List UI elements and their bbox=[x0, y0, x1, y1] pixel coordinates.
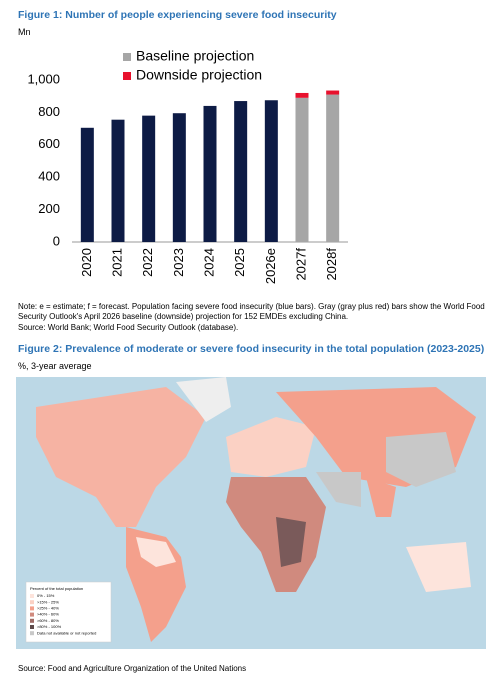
x-tick-label: 2022 bbox=[140, 248, 155, 277]
legend-label: >15% - 25% bbox=[37, 599, 59, 604]
legend-swatch bbox=[30, 594, 34, 598]
bar-segment bbox=[295, 97, 309, 242]
legend-swatch bbox=[30, 600, 34, 605]
legend-swatch bbox=[123, 72, 131, 80]
x-tick-label: 2026e bbox=[263, 248, 278, 284]
figure-source: Source: Food and Agriculture Organizatio… bbox=[18, 664, 247, 673]
legend-label: >60% - 80% bbox=[37, 618, 59, 623]
y-tick-label: 1,000 bbox=[27, 71, 60, 86]
y-tick-label: 400 bbox=[38, 169, 60, 184]
legend-label: Downside projection bbox=[136, 67, 262, 83]
legend-label: 0% - 15% bbox=[37, 593, 55, 598]
bar-segment bbox=[172, 113, 186, 243]
unit-label: Mn bbox=[18, 27, 31, 37]
land bbox=[226, 417, 316, 477]
legend-swatch bbox=[30, 631, 34, 636]
subtitle: %, 3-year average bbox=[18, 361, 92, 371]
world-map: Percent of the total population 0% - 15%… bbox=[16, 377, 486, 649]
map-legend-box bbox=[25, 581, 112, 643]
x-tick-label: 2023 bbox=[171, 248, 186, 277]
land bbox=[176, 377, 231, 422]
land bbox=[406, 542, 471, 592]
x-tick-label: 2020 bbox=[79, 248, 94, 277]
bar-segment bbox=[326, 94, 340, 242]
bar-segment bbox=[264, 100, 278, 242]
land bbox=[36, 387, 206, 527]
land bbox=[386, 432, 456, 487]
land bbox=[366, 477, 396, 517]
y-tick-label: 0 bbox=[53, 233, 60, 248]
legend-label: Baseline projection bbox=[136, 48, 254, 64]
legend-swatch bbox=[30, 606, 34, 611]
legend-swatch bbox=[30, 612, 34, 617]
x-tick-label: 2021 bbox=[109, 248, 124, 277]
bar-segment bbox=[142, 115, 156, 242]
legend-label: >25% - 40% bbox=[37, 605, 59, 610]
legend-label: Data not available or not reported bbox=[37, 630, 96, 635]
figure-source: Source: World Bank; World Food Security … bbox=[18, 323, 239, 332]
legend-swatch bbox=[123, 53, 131, 61]
bar-segment bbox=[80, 127, 94, 242]
legend-label: >80% - 100% bbox=[37, 624, 62, 629]
figure-title: Figure 2: Prevalence of moderate or seve… bbox=[18, 343, 485, 355]
y-tick-label: 200 bbox=[38, 201, 60, 216]
legend-swatch bbox=[30, 625, 34, 629]
land bbox=[276, 517, 306, 567]
map-legend-title: Percent of the total population bbox=[30, 586, 83, 591]
x-tick-label: 2028f bbox=[324, 248, 339, 281]
x-tick-label: 2027f bbox=[293, 248, 308, 281]
land bbox=[136, 537, 176, 567]
bar-segment bbox=[295, 92, 309, 98]
y-tick-label: 600 bbox=[38, 136, 60, 151]
chart: 0 200 400 600 800 1,000 2020 2021 2022 2023 2024 20… bbox=[27, 48, 348, 284]
land bbox=[316, 472, 361, 507]
legend-swatch bbox=[30, 618, 34, 623]
bar-segment bbox=[203, 105, 217, 242]
bar-segment bbox=[234, 101, 248, 242]
bar-segment bbox=[326, 90, 340, 95]
land bbox=[226, 477, 326, 592]
y-tick-label: 800 bbox=[38, 104, 60, 119]
x-tick-label: 2024 bbox=[201, 248, 216, 277]
bar-segment bbox=[111, 119, 125, 242]
legend-label: >40% - 60% bbox=[37, 612, 59, 617]
figure-title: Figure 1: Number of people experiencing … bbox=[18, 9, 337, 21]
figure-note: Note: e = estimate; f = forecast. Popula… bbox=[18, 302, 485, 321]
x-tick-label: 2025 bbox=[232, 248, 247, 277]
